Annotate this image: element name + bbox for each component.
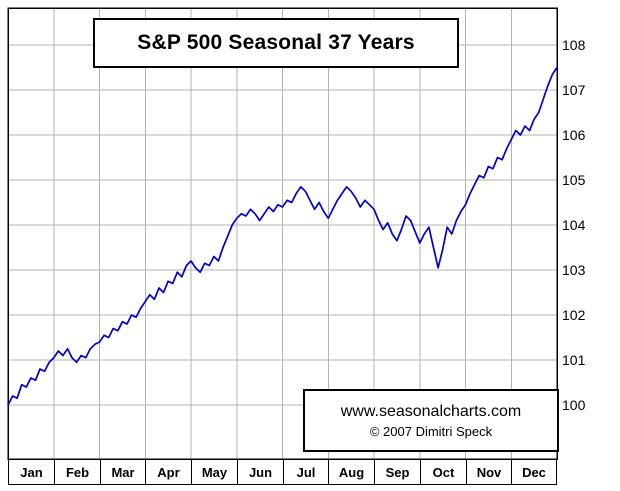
y-axis-tick-label: 105 xyxy=(562,172,586,188)
y-axis-tick-label: 101 xyxy=(562,352,586,368)
x-axis-month-label: Aug xyxy=(328,459,374,485)
watermark-copyright-text: © 2007 Dimitri Speck xyxy=(369,423,493,439)
x-axis-month-label: Nov xyxy=(466,459,511,485)
x-axis-month-label: Apr xyxy=(145,459,191,485)
y-axis-tick-label: 108 xyxy=(562,37,586,53)
x-axis-month-label: Feb xyxy=(54,459,100,485)
watermark-box: www.seasonalcharts.com © 2007 Dimitri Sp… xyxy=(303,389,559,452)
y-axis-tick-label: 102 xyxy=(562,307,586,323)
price-line xyxy=(7,66,558,406)
x-axis-month-label: Jun xyxy=(237,459,283,485)
y-axis-tick-label: 106 xyxy=(562,127,586,143)
y-axis-tick-label: 103 xyxy=(562,262,586,278)
x-axis-month-label: May xyxy=(191,459,237,485)
chart-title: S&P 500 Seasonal 37 Years xyxy=(93,18,459,68)
y-axis-tick-label: 100 xyxy=(562,397,586,413)
watermark-site-text: www.seasonalcharts.com xyxy=(340,402,522,420)
y-axis-tick-label: 104 xyxy=(562,217,586,233)
y-axis-tick-label: 107 xyxy=(562,82,586,98)
x-axis-month-label: Dec xyxy=(511,459,557,485)
x-axis-month-label: Jan xyxy=(8,459,54,485)
x-axis-month-label: Oct xyxy=(420,459,466,485)
x-axis-month-label: Jul xyxy=(283,459,328,485)
x-axis-month-label: Mar xyxy=(100,459,145,485)
x-axis-month-label: Sep xyxy=(374,459,420,485)
